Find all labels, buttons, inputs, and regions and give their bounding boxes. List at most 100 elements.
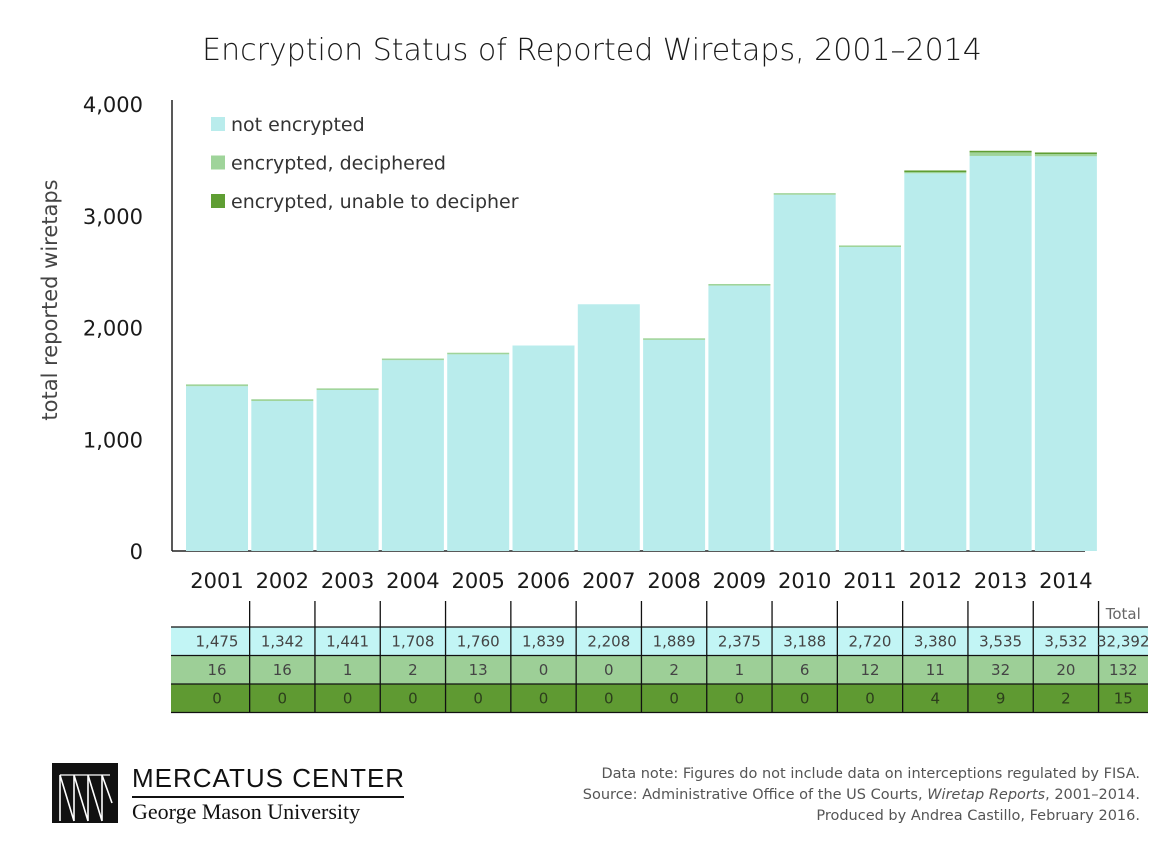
x-tick-label: 2012 [909,569,962,593]
table-cell: 0 [604,689,614,707]
legend-swatch [211,194,225,208]
bar-segment-not-encrypted [904,173,967,551]
logo-name: MERCATUS CENTER [132,763,406,793]
source-prefix: Source: Administrative Office of the US … [582,787,928,803]
bar-segment-encrypted-deciphered [839,245,901,248]
table-cell: 9 [996,689,1006,707]
bar-segment-encrypted-deciphered [447,352,510,355]
y-tick-label: 2,000 [83,317,143,341]
table-cell: 0 [669,689,679,707]
table-cell: 3,532 [1044,632,1087,650]
table-cell: 6 [800,661,810,679]
table-cell: 0 [800,689,810,707]
bar-segment-not-encrypted [316,389,379,551]
source-suffix: , 2001–2014. [1045,787,1140,803]
bar-segment-encrypted-undeciphered [904,170,967,173]
bar-segment-not-encrypted [251,401,314,551]
bar-segment-encrypted-deciphered [643,338,706,340]
x-tick-label: 2004 [386,569,439,593]
table-cell: 0 [604,661,614,679]
bar-segment-encrypted-deciphered [904,171,967,174]
table-cell: 2 [408,661,418,679]
table-cell: 1,441 [326,632,369,650]
x-tick-label: 2010 [778,569,831,593]
x-tick-label: 2011 [843,569,896,593]
table-cell: 3,188 [783,632,826,650]
x-axis-ticks: 2001 2002 2003 2004 2005 2006 2007 2008 2009 2010… [190,569,1092,593]
table-cell: 1,839 [522,632,565,650]
table-total-header: Total [1105,605,1141,623]
x-tick-label: 2014 [1039,569,1092,593]
table-cell: 0 [473,689,483,707]
table-cell: 1,760 [457,632,500,650]
table-cell: 13 [469,661,488,679]
logo-rule [132,796,404,798]
wiretaps-chart: Encryption Status of Reported Wiretaps, … [38,33,1150,714]
bar-segment-encrypted-undeciphered [1034,152,1097,155]
bar-segment-encrypted-deciphered [381,358,444,361]
table-cell: 0 [539,661,549,679]
logo-subtitle: George Mason University [132,799,361,824]
x-tick-label: 2008 [647,569,700,593]
x-tick-label: 2006 [517,569,570,593]
bar-segment-encrypted-deciphered [969,152,1032,156]
bar-segment-encrypted-undeciphered [969,150,1032,153]
table-cell: 2 [669,661,679,679]
y-axis-label: total reported wiretaps [38,179,62,420]
bar-segment-not-encrypted [839,247,901,552]
bar-segment-encrypted-deciphered [708,283,771,286]
legend-swatch [211,117,225,131]
x-tick-label: 2007 [582,569,635,593]
legend-label: not encrypted [231,114,365,136]
footer-notes: Data note: Figures do not include data o… [583,764,1140,827]
table-row-bg [171,655,1148,684]
table-cell: 0 [408,689,418,707]
table-cell: 11 [926,661,945,679]
x-tick-label: 2013 [974,569,1027,593]
table-cell: 16 [207,661,226,679]
bars [186,150,1097,552]
y-tick-label: 0 [130,540,143,564]
table-total-cell: 132 [1109,661,1138,679]
table-cell: 3,535 [979,632,1022,650]
table-cell: 0 [865,689,875,707]
bar-segment-encrypted-deciphered [1034,154,1097,157]
bar-segment-not-encrypted [708,285,771,551]
table-cell: 1 [343,661,353,679]
table-total-cell: 32,392 [1097,632,1150,650]
mercatus-logo-mark [52,763,118,823]
bar-segment-not-encrypted [577,304,640,551]
table-cell: 4 [931,689,941,707]
legend-swatch [211,155,225,170]
table-cell: 1,708 [391,632,434,650]
source-note: Source: Administrative Office of the US … [583,785,1140,806]
bar-segment-not-encrypted [1034,156,1097,551]
legend-label: encrypted, deciphered [231,153,446,175]
table-cell: 2,720 [849,632,892,650]
x-tick-label: 2003 [321,569,374,593]
mercatus-logo: MERCATUS CENTER George Mason University [52,763,412,824]
table-cell: 3,380 [914,632,957,650]
table-cell: 2,375 [718,632,761,650]
x-tick-label: 2005 [451,569,504,593]
data-note: Data note: Figures do not include data o… [601,766,1140,782]
table-cell: 0 [278,689,288,707]
table-cell: 32 [991,661,1010,679]
table-cell: 20 [1056,661,1075,679]
bar-segment-not-encrypted [381,360,444,551]
table-cell: 1,889 [653,632,696,650]
y-tick-label: 4,000 [83,93,143,117]
bar-segment-not-encrypted [773,194,836,551]
table-cell: 0 [735,689,745,707]
table-cell: 1 [735,661,745,679]
x-tick-label: 2002 [256,569,309,593]
x-tick-label: 2001 [190,569,243,593]
bar-segment-not-encrypted [512,345,575,551]
table-row-bg [171,684,1148,713]
bar-segment-not-encrypted [186,386,248,551]
table-cell: 0 [343,689,353,707]
table-cell: 0 [539,689,549,707]
table-cell: 1,475 [196,632,239,650]
table-cell: 12 [860,661,879,679]
chart-title: Encryption Status of Reported Wiretaps, … [202,33,982,68]
